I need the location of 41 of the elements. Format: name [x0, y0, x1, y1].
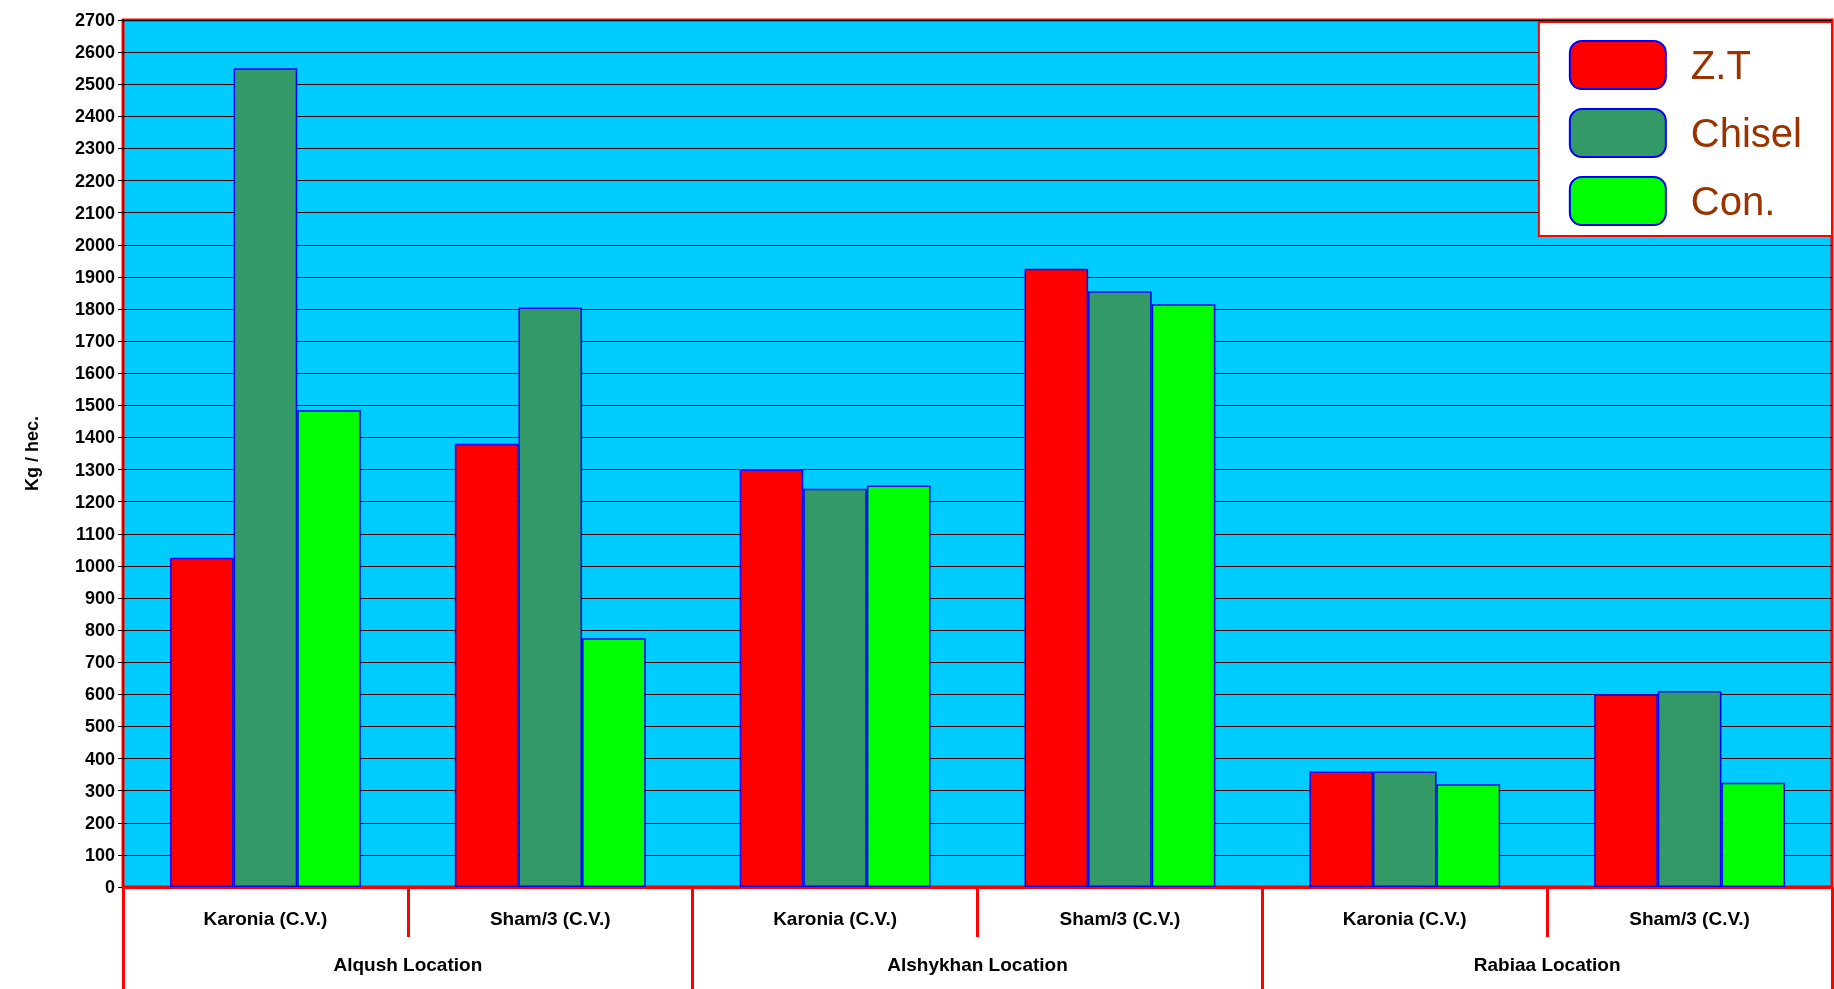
legend-label: Con. — [1690, 179, 1776, 223]
text: Alqush Location — [333, 954, 483, 975]
y-tick-label: 1900 — [74, 266, 115, 287]
y-tick-label: 1400 — [74, 427, 115, 448]
legend-label: Chisel — [1690, 111, 1802, 155]
y-tick-label: 100 — [84, 844, 115, 865]
y-tick-label: 200 — [84, 812, 115, 833]
y-tick-label: 500 — [84, 716, 115, 737]
y-tick-label: 1300 — [74, 459, 115, 480]
y-axis-title: Kg / hec. — [22, 415, 42, 492]
y-tick-label: 0 — [104, 877, 115, 897]
y-tick-label: 1800 — [74, 299, 115, 319]
x-tick-label: Sham/3 (C.V.) — [1059, 908, 1181, 929]
y-tick-label: 2300 — [74, 138, 115, 159]
y-tick-label: 1600 — [74, 363, 115, 384]
y-tick-label: 2000 — [74, 234, 115, 255]
y-tick-label: 1700 — [74, 331, 115, 352]
text: Alshykhan Location — [887, 954, 1068, 975]
y-tick-label: 2200 — [74, 170, 115, 191]
y-tick-label: 300 — [84, 780, 115, 801]
y-tick-label: 2500 — [74, 74, 115, 95]
x-tick-label: Karonia (C.V.) — [773, 908, 898, 929]
legend-label: Z.T — [1690, 43, 1751, 87]
y-tick-label: 400 — [84, 748, 115, 769]
y-tick-label: 700 — [84, 652, 115, 673]
y-tick-label: 1100 — [75, 523, 115, 544]
text: Rabiaa Location — [1473, 954, 1621, 975]
y-tick-label: 600 — [84, 684, 115, 705]
y-tick-label: 1000 — [74, 555, 115, 576]
x-tick-label: Sham/3 (C.V.) — [1629, 908, 1750, 929]
x-tick-label: Karonia (C.V.) — [203, 908, 328, 929]
y-tick-label: 2600 — [74, 42, 115, 63]
x-tick-label: Sham/3 (C.V.) — [489, 908, 611, 929]
y-tick-label: 800 — [84, 620, 115, 641]
y-tick-label: 900 — [84, 588, 115, 608]
y-tick-label: 1500 — [74, 395, 115, 416]
x-tick-label: Karonia (C.V.) — [1342, 908, 1467, 929]
y-tick-label: 1200 — [74, 491, 115, 512]
y-tick-label: 2100 — [74, 202, 115, 223]
y-tick-label: 2400 — [74, 106, 115, 127]
y-tick-label: 2700 — [74, 10, 115, 30]
